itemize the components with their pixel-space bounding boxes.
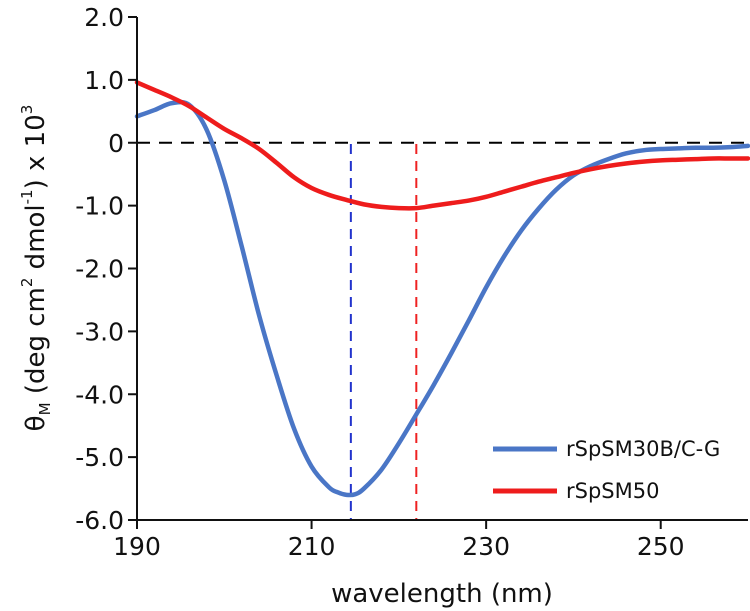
y-tick-label: 2.0	[84, 3, 124, 32]
y-ticks: 2.0 1.0 0 -1.0 -2.0 -3.0 -4.0 -5.0 -6.0	[75, 3, 137, 535]
y-axis-title-sup2: -1	[18, 189, 36, 204]
y-tick-label: -1.0	[75, 192, 124, 221]
x-tick-label: 190	[113, 532, 161, 561]
y-axis-title-part3: ) x 10	[21, 114, 51, 189]
y-tick-label: -3.0	[75, 317, 124, 346]
y-axis-title-symbol: θ	[21, 415, 51, 431]
legend: rSpSM30B/C-G rSpSM50	[493, 437, 720, 503]
y-axis-title-part2: dmol	[21, 204, 51, 277]
y-axis-title-subscript: M	[36, 402, 54, 415]
y-axis-title-sup3: 3	[18, 105, 36, 115]
y-axis-title-part1: (deg cm	[21, 287, 51, 402]
x-tick-label: 230	[462, 532, 510, 561]
y-axis-title: θM (deg cm2 dmol-1) x 103	[18, 105, 54, 432]
legend-label-rspsm50: rSpSM50	[566, 479, 659, 503]
series-lines	[134, 80, 750, 498]
x-axis-title: wavelength (nm)	[331, 579, 553, 609]
y-tick-label: -4.0	[75, 380, 124, 409]
y-tick-label: -6.0	[75, 506, 124, 535]
series-line-1	[134, 80, 750, 211]
series-line-0	[134, 99, 750, 498]
x-ticks: 190 210 230 250	[113, 520, 685, 561]
y-tick-label: 1.0	[84, 66, 124, 95]
legend-label-rspsm30b: rSpSM30B/C-G	[566, 437, 720, 461]
reference-lines	[137, 141, 748, 520]
y-tick-label: 0	[108, 129, 124, 158]
y-tick-label: -5.0	[75, 443, 124, 472]
x-tick-label: 250	[637, 532, 685, 561]
y-axis-title-sup1: 2	[18, 278, 36, 288]
x-tick-label: 210	[288, 532, 336, 561]
y-tick-label: -2.0	[75, 255, 124, 284]
